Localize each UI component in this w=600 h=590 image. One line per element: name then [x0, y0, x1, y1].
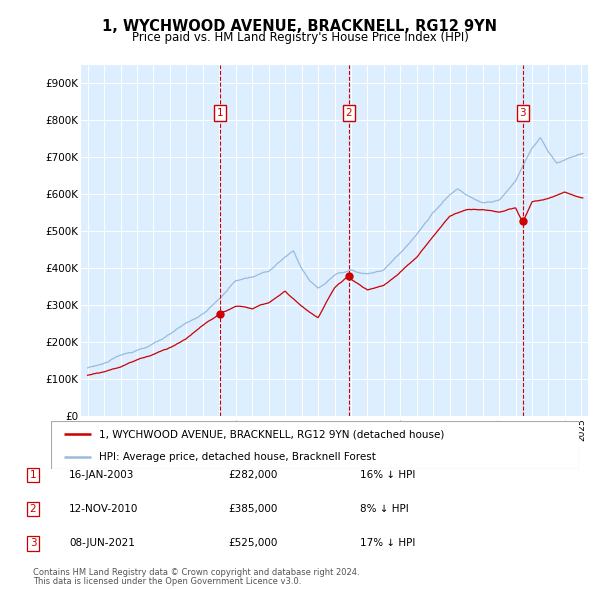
- Text: 2: 2: [29, 504, 37, 514]
- Text: £525,000: £525,000: [228, 539, 277, 548]
- Text: 8% ↓ HPI: 8% ↓ HPI: [360, 504, 409, 514]
- Text: 08-JUN-2021: 08-JUN-2021: [69, 539, 135, 548]
- Text: 3: 3: [520, 108, 526, 118]
- Text: £385,000: £385,000: [228, 504, 277, 514]
- Text: 12-NOV-2010: 12-NOV-2010: [69, 504, 139, 514]
- Text: £282,000: £282,000: [228, 470, 277, 480]
- Text: 2: 2: [346, 108, 352, 118]
- Text: HPI: Average price, detached house, Bracknell Forest: HPI: Average price, detached house, Brac…: [98, 452, 376, 462]
- Text: 1, WYCHWOOD AVENUE, BRACKNELL, RG12 9YN: 1, WYCHWOOD AVENUE, BRACKNELL, RG12 9YN: [103, 19, 497, 34]
- Text: This data is licensed under the Open Government Licence v3.0.: This data is licensed under the Open Gov…: [33, 577, 301, 586]
- Text: 16% ↓ HPI: 16% ↓ HPI: [360, 470, 415, 480]
- Text: 17% ↓ HPI: 17% ↓ HPI: [360, 539, 415, 548]
- Text: 1, WYCHWOOD AVENUE, BRACKNELL, RG12 9YN (detached house): 1, WYCHWOOD AVENUE, BRACKNELL, RG12 9YN …: [98, 429, 444, 439]
- Text: 3: 3: [29, 539, 37, 548]
- Text: 1: 1: [29, 470, 37, 480]
- Text: 1: 1: [217, 108, 223, 118]
- Text: Contains HM Land Registry data © Crown copyright and database right 2024.: Contains HM Land Registry data © Crown c…: [33, 568, 359, 576]
- FancyBboxPatch shape: [51, 421, 579, 469]
- Text: Price paid vs. HM Land Registry's House Price Index (HPI): Price paid vs. HM Land Registry's House …: [131, 31, 469, 44]
- Text: 16-JAN-2003: 16-JAN-2003: [69, 470, 134, 480]
